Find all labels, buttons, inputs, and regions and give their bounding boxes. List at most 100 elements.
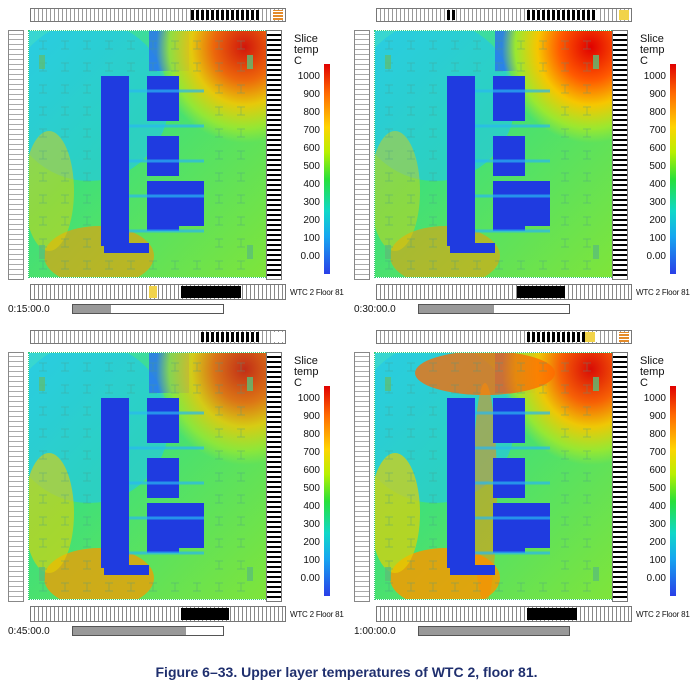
window-marker bbox=[593, 377, 599, 391]
furniture-mark bbox=[451, 362, 459, 372]
furniture-mark bbox=[39, 582, 47, 592]
bottom-strip bbox=[30, 606, 286, 622]
furniture-mark bbox=[237, 238, 245, 248]
building-core bbox=[450, 565, 495, 575]
furniture-mark bbox=[429, 216, 437, 226]
furniture-mark bbox=[83, 40, 91, 50]
furniture-mark bbox=[61, 450, 69, 460]
furniture-mark bbox=[429, 62, 437, 72]
building-core bbox=[101, 76, 129, 246]
floor-label: WTC 2 Floor 81 bbox=[290, 288, 344, 297]
furniture-mark bbox=[429, 560, 437, 570]
furniture-mark bbox=[215, 128, 223, 138]
furniture-mark bbox=[407, 84, 415, 94]
furniture-mark bbox=[61, 128, 69, 138]
building-core bbox=[525, 181, 550, 226]
furniture-mark bbox=[429, 84, 437, 94]
building-core bbox=[179, 181, 204, 226]
furniture-mark bbox=[407, 406, 415, 416]
temperature-heatmap bbox=[28, 352, 268, 600]
building-core bbox=[493, 398, 525, 443]
window-marker bbox=[39, 377, 45, 391]
hot-region bbox=[119, 353, 267, 513]
furniture-mark bbox=[473, 582, 481, 592]
colorbar-tick-label: 0.00 bbox=[646, 251, 666, 262]
building-core bbox=[147, 458, 179, 498]
furniture-mark bbox=[61, 62, 69, 72]
building-core bbox=[104, 243, 149, 253]
colorbar-tick-label: 100 bbox=[649, 233, 666, 244]
building-core bbox=[493, 181, 525, 231]
bottom-strip bbox=[376, 606, 632, 622]
building-core bbox=[179, 503, 204, 548]
colorbar-tick-label: 600 bbox=[649, 465, 666, 476]
furniture-mark bbox=[215, 582, 223, 592]
furniture-mark bbox=[385, 450, 393, 460]
furniture-mark bbox=[127, 62, 135, 72]
furniture-mark bbox=[39, 106, 47, 116]
furniture-mark bbox=[517, 362, 525, 372]
colorbar-ticks: 1000 900 800 700 600 500 400 300 200 100 0.00 bbox=[640, 68, 666, 266]
furniture-mark bbox=[193, 582, 201, 592]
furniture-mark bbox=[215, 516, 223, 526]
colorbar-tick-label: 200 bbox=[649, 537, 666, 548]
furniture-mark bbox=[407, 384, 415, 394]
furniture-mark bbox=[517, 62, 525, 72]
top-strip bbox=[376, 330, 632, 344]
furniture-mark bbox=[83, 62, 91, 72]
furniture-mark bbox=[83, 472, 91, 482]
furniture-mark bbox=[237, 128, 245, 138]
furniture-mark bbox=[407, 582, 415, 592]
panel-0030: Slice temp C 1000 900 800 700 600 500 400 300 200 1… bbox=[354, 8, 690, 318]
furniture-mark bbox=[215, 238, 223, 248]
furniture-mark bbox=[407, 40, 415, 50]
floor-label: WTC 2 Floor 81 bbox=[290, 610, 344, 619]
furniture-mark bbox=[215, 172, 223, 182]
furniture-mark bbox=[83, 406, 91, 416]
furniture-mark bbox=[61, 384, 69, 394]
furniture-mark bbox=[193, 384, 201, 394]
colorbar-tick-label: 700 bbox=[649, 125, 666, 136]
furniture-mark bbox=[429, 472, 437, 482]
colorbar-tick-label: 600 bbox=[303, 143, 320, 154]
window-marker bbox=[593, 567, 599, 581]
window-marker bbox=[39, 245, 45, 259]
furniture-mark bbox=[39, 40, 47, 50]
furniture-mark bbox=[473, 260, 481, 270]
window-marker bbox=[385, 567, 391, 581]
colorbar-tick-label: 100 bbox=[303, 233, 320, 244]
warm-region bbox=[473, 383, 497, 599]
furniture-mark bbox=[385, 406, 393, 416]
panel-0045: Slice temp C 1000 900 800 700 600 500 400 300 200 1… bbox=[8, 330, 344, 640]
bottom-strip bbox=[376, 284, 632, 300]
furniture-mark bbox=[473, 40, 481, 50]
window-marker bbox=[385, 55, 391, 69]
time-label: 0:45:00.0 bbox=[8, 626, 50, 637]
furniture-mark bbox=[171, 362, 179, 372]
furniture-mark bbox=[385, 472, 393, 482]
building-core bbox=[147, 136, 179, 176]
furniture-mark bbox=[39, 128, 47, 138]
time-label: 1:00:00.0 bbox=[354, 626, 396, 637]
furniture-mark bbox=[39, 362, 47, 372]
furniture-mark bbox=[83, 582, 91, 592]
building-core bbox=[447, 398, 475, 568]
furniture-mark bbox=[385, 128, 393, 138]
colorbar-tick-label: 0.00 bbox=[300, 573, 320, 584]
furniture-mark bbox=[385, 84, 393, 94]
colorbar-tick-label: 0.00 bbox=[646, 573, 666, 584]
furniture-mark bbox=[237, 450, 245, 460]
furniture-mark bbox=[61, 150, 69, 160]
furniture-mark bbox=[583, 560, 591, 570]
furniture-mark bbox=[83, 128, 91, 138]
furniture-mark bbox=[407, 560, 415, 570]
furniture-mark bbox=[237, 40, 245, 50]
furniture-mark bbox=[39, 216, 47, 226]
colorbar-tick-label: 100 bbox=[649, 555, 666, 566]
left-strip bbox=[354, 30, 370, 280]
furniture-mark bbox=[561, 472, 569, 482]
furniture-mark bbox=[429, 538, 437, 548]
furniture-mark bbox=[127, 582, 135, 592]
furniture-mark bbox=[583, 62, 591, 72]
furniture-mark bbox=[539, 62, 547, 72]
